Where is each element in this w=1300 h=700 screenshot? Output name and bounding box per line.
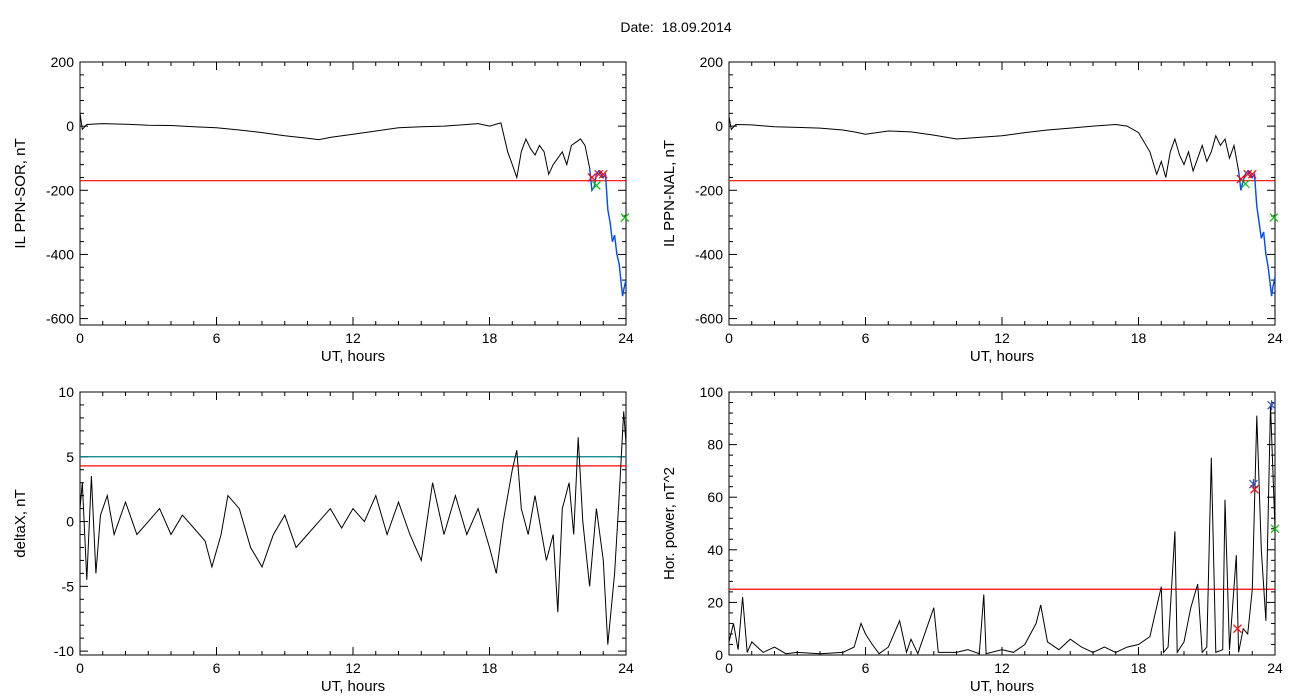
x-tick-label: 6 bbox=[862, 660, 870, 676]
plot-frame bbox=[79, 61, 627, 326]
x-tick-label: 18 bbox=[1131, 660, 1147, 676]
x-tick-label: 12 bbox=[994, 660, 1010, 676]
y-axis-label: IL PPN-SOR, nT bbox=[12, 138, 29, 248]
plot-data bbox=[729, 405, 1275, 655]
marker-stroke bbox=[1270, 524, 1280, 534]
marker-stroke bbox=[1269, 213, 1279, 222]
marker-stroke bbox=[1247, 169, 1257, 179]
plot-frame bbox=[79, 391, 627, 656]
x-tick-label: 6 bbox=[213, 330, 221, 346]
date-value: 18.09.2014 bbox=[661, 19, 732, 35]
y-axis-label: IL PPN-NAL, nT bbox=[661, 140, 678, 247]
marker-red bbox=[1233, 624, 1242, 634]
series-highlight-line bbox=[1237, 169, 1275, 297]
marker-stroke bbox=[1233, 624, 1242, 634]
plot-data bbox=[80, 113, 626, 297]
marker-green bbox=[1270, 524, 1280, 534]
y-tick-label: 10 bbox=[58, 384, 74, 400]
marker-stroke bbox=[620, 213, 630, 222]
y-axis-label: deltaX, nT bbox=[12, 489, 29, 557]
y-tick-label: -10 bbox=[54, 643, 74, 659]
x-tick-label: 24 bbox=[1267, 330, 1283, 346]
x-axis-label: UT, hours bbox=[321, 678, 385, 695]
marker-green bbox=[620, 213, 630, 222]
y-tick-label: -200 bbox=[46, 182, 74, 198]
x-axis-label: UT, hours bbox=[321, 348, 385, 365]
x-axis-label: UT, hours bbox=[970, 678, 1034, 695]
y-tick-label: -400 bbox=[695, 246, 723, 262]
x-tick-label: 0 bbox=[725, 330, 733, 346]
series-line bbox=[729, 405, 1275, 655]
marker-stroke bbox=[1236, 174, 1246, 184]
marker-stroke bbox=[598, 169, 608, 179]
x-tick-label: 24 bbox=[1267, 660, 1283, 676]
chart-panel-4: 0 6 12 18 24 0 20 40 60 80 100 UT, hours Hor. power,… bbox=[661, 384, 1283, 695]
series-line bbox=[80, 113, 626, 297]
y-tick-label: 40 bbox=[707, 542, 723, 558]
y-tick-label: 0 bbox=[66, 118, 74, 134]
x-tick-label: 18 bbox=[482, 330, 498, 346]
y-tick-label: 20 bbox=[707, 594, 723, 610]
marker-red bbox=[1247, 169, 1257, 179]
marker-stroke bbox=[587, 173, 597, 182]
x-tick-label: 18 bbox=[482, 660, 498, 676]
y-tick-label: -5 bbox=[62, 578, 75, 594]
y-tick-label: 200 bbox=[700, 54, 724, 70]
y-tick-label: -400 bbox=[46, 246, 74, 262]
series-line bbox=[80, 411, 626, 645]
x-tick-label: 18 bbox=[1131, 330, 1147, 346]
y-tick-label: 0 bbox=[715, 647, 723, 663]
y-tick-label: 60 bbox=[707, 489, 723, 505]
chart-panel-3: 0 6 12 18 24 -10 -5 0 5 10 UT, hours deltaX, nT bbox=[12, 384, 634, 695]
x-tick-label: 12 bbox=[345, 330, 361, 346]
chart-panel-2: 0 6 12 18 24 -600 -400 -200 0 200 UT, hours IL PPN-… bbox=[661, 54, 1283, 365]
chart-date-title: Date: 18.09.2014 bbox=[0, 19, 1300, 35]
y-axis-label: Hor. power, nT^2 bbox=[661, 467, 678, 580]
x-tick-label: 6 bbox=[213, 660, 221, 676]
marker-green bbox=[592, 181, 601, 190]
x-tick-label: 12 bbox=[345, 660, 361, 676]
series-highlight-line bbox=[588, 167, 626, 297]
chart-panel-1: 0 6 12 18 24 -600 -400 -200 0 200 UT, hours IL PPN-… bbox=[12, 54, 634, 365]
x-tick-label: 6 bbox=[862, 330, 870, 346]
marker-stroke bbox=[1250, 484, 1259, 494]
y-tick-label: -600 bbox=[46, 311, 74, 327]
marker-red bbox=[1250, 484, 1259, 494]
x-tick-label: 0 bbox=[76, 330, 84, 346]
marker-red bbox=[598, 169, 608, 179]
x-tick-label: 12 bbox=[994, 330, 1010, 346]
y-tick-label: 100 bbox=[700, 384, 724, 400]
plot-frame bbox=[728, 61, 1276, 326]
plot-data bbox=[80, 411, 626, 645]
marker-stroke bbox=[592, 181, 601, 190]
plot-data bbox=[729, 116, 1275, 297]
x-axis-label: UT, hours bbox=[970, 348, 1034, 365]
y-tick-label: 0 bbox=[715, 118, 723, 134]
x-tick-label: 24 bbox=[618, 330, 634, 346]
marker-green bbox=[1241, 179, 1250, 189]
y-tick-label: 5 bbox=[66, 449, 74, 465]
y-tick-label: 200 bbox=[51, 54, 75, 70]
y-tick-label: 80 bbox=[707, 437, 723, 453]
x-tick-label: 24 bbox=[618, 660, 634, 676]
marker-stroke bbox=[1241, 179, 1250, 189]
y-tick-label: 0 bbox=[66, 514, 74, 530]
series-line bbox=[729, 116, 1275, 297]
y-tick-label: -200 bbox=[695, 182, 723, 198]
plot-frame bbox=[728, 391, 1276, 656]
x-tick-label: 0 bbox=[725, 660, 733, 676]
date-label: Date: bbox=[620, 19, 654, 35]
x-tick-label: 0 bbox=[76, 660, 84, 676]
y-tick-label: -600 bbox=[695, 311, 723, 327]
marker-blue bbox=[1267, 400, 1277, 411]
marker-green bbox=[1269, 213, 1279, 222]
marker-red bbox=[587, 173, 597, 182]
